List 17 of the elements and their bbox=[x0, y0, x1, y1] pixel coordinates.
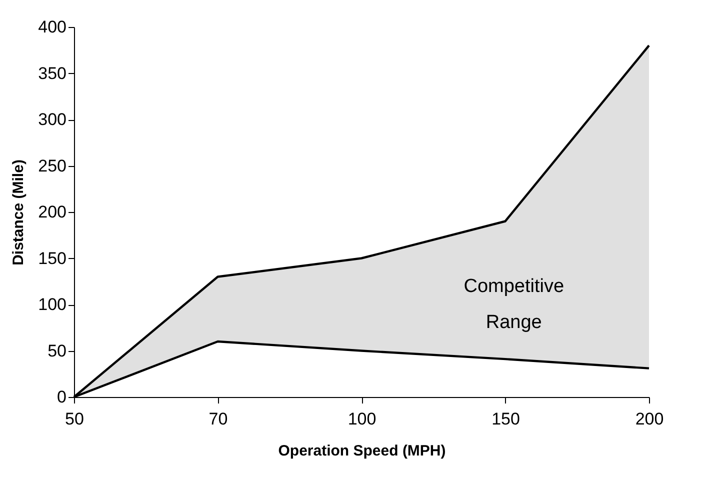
x-tick-label: 70 bbox=[208, 410, 228, 428]
x-tick-label: 150 bbox=[492, 410, 520, 428]
x-tick-label: 200 bbox=[635, 410, 664, 428]
y-tick-label: 50 bbox=[48, 341, 66, 360]
y-axis-title: Distance (Mile) bbox=[10, 160, 28, 266]
annotation: Competitive Range bbox=[464, 276, 564, 333]
y-tick-label: 150 bbox=[38, 248, 66, 268]
y-tick-label: 350 bbox=[38, 64, 66, 83]
x-tick-label: 100 bbox=[348, 410, 376, 428]
y-tick-label: 400 bbox=[38, 18, 66, 36]
y-tick-label: 100 bbox=[38, 295, 66, 314]
y-tick-label: 250 bbox=[38, 156, 66, 176]
x-axis-title: Operation Speed (MPH) bbox=[278, 442, 446, 460]
y-tick-label: 0 bbox=[57, 388, 66, 406]
y-tick-label: 200 bbox=[38, 202, 66, 222]
x-tick-label: 50 bbox=[65, 410, 84, 428]
y-tick-label: 300 bbox=[38, 110, 66, 129]
